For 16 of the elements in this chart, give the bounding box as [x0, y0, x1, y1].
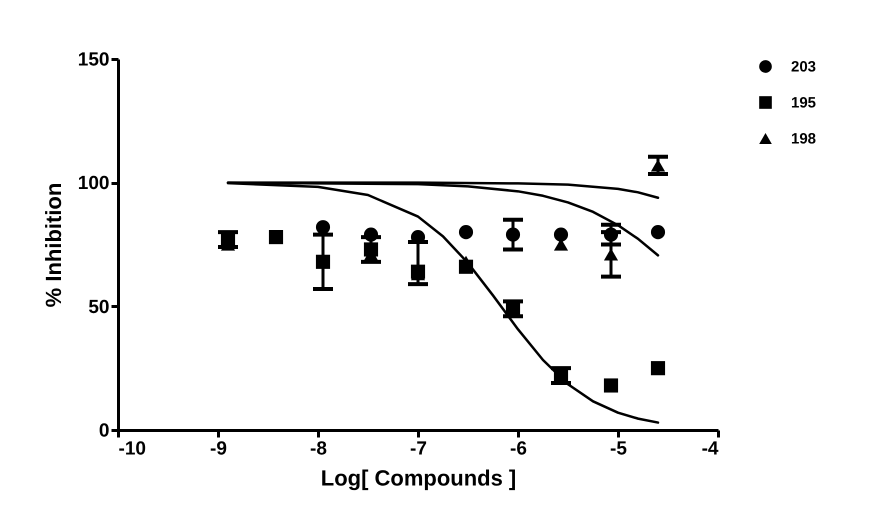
legend-label: 195 [791, 94, 816, 112]
legend-label: 198 [791, 130, 816, 148]
x-tick-label: -7 [410, 438, 427, 460]
x-tick-label: -4 [702, 438, 719, 460]
x-tick-label: -9 [210, 438, 227, 460]
y-tick-label: 0 [98, 420, 110, 442]
x-tick-label: -6 [510, 438, 527, 460]
x-tick-label: -8 [310, 438, 327, 460]
x-tick-label: -10 [118, 438, 146, 460]
legend-label: 203 [791, 58, 816, 76]
y-tick-label: 150 [78, 50, 110, 70]
x-tick-label: -5 [610, 438, 628, 460]
y-tick-label: 50 [88, 296, 110, 318]
y-tick-label: 100 [78, 173, 110, 194]
x-axis-title: Log[ Compounds ] [320, 466, 516, 490]
y-axis-title: % Inhibition [40, 182, 66, 308]
